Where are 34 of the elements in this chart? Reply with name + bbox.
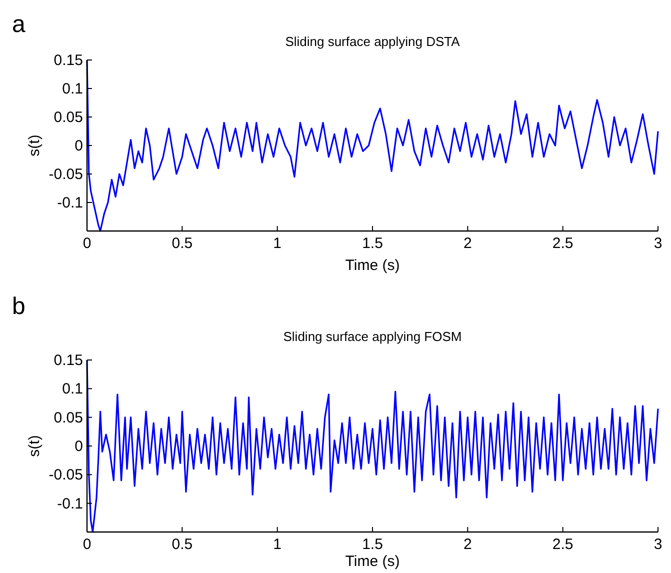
text: b	[12, 293, 26, 320]
y-tick-label: -0.05	[48, 466, 83, 484]
x-tick-label: 2.5	[552, 235, 574, 252]
y-axis-title: s(t)	[26, 134, 43, 156]
y-tick-label: 0.05	[54, 109, 83, 126]
y-tick-label: 0	[74, 438, 83, 455]
text: a	[12, 11, 26, 38]
x-tick-label: 3	[654, 536, 662, 553]
x-tick-label: 1.5	[362, 536, 383, 553]
y-tick-label: 0.15	[54, 52, 83, 69]
y-tick-label: 0.1	[62, 380, 83, 398]
y-tick-label: 0	[74, 138, 83, 154]
y-tick-label: -0.05	[48, 166, 83, 183]
x-tick-label: 3	[654, 235, 662, 252]
x-tick-label: 0.5	[172, 536, 193, 553]
y-tick-label: 0.15	[54, 352, 83, 369]
chart-title: Sliding surface applying FOSM	[283, 329, 462, 344]
x-axis-title: Time (s)	[345, 553, 400, 570]
y-tick-label: 0.05	[54, 409, 83, 426]
x-tick-label: 2.5	[552, 536, 574, 553]
x-tick-label: 2	[463, 235, 472, 252]
line-series	[86, 59, 659, 232]
y-axis-title: s(t)	[26, 435, 43, 457]
y-tick-label: 0.1	[62, 80, 83, 98]
x-tick-label: 1.5	[362, 235, 383, 252]
y-tick-label: -0.1	[57, 495, 83, 512]
chart-title: Sliding surface applying DSTA	[285, 34, 460, 49]
x-tick-label: 0.5	[172, 235, 193, 252]
x-tick-label: 2	[463, 536, 472, 553]
y-tick-label: -0.1	[57, 194, 83, 212]
x-tick-label: 1	[273, 235, 282, 252]
x-axis-title: Time (s)	[345, 257, 400, 274]
x-tick-label: 1	[273, 536, 282, 553]
line-series	[86, 359, 659, 533]
